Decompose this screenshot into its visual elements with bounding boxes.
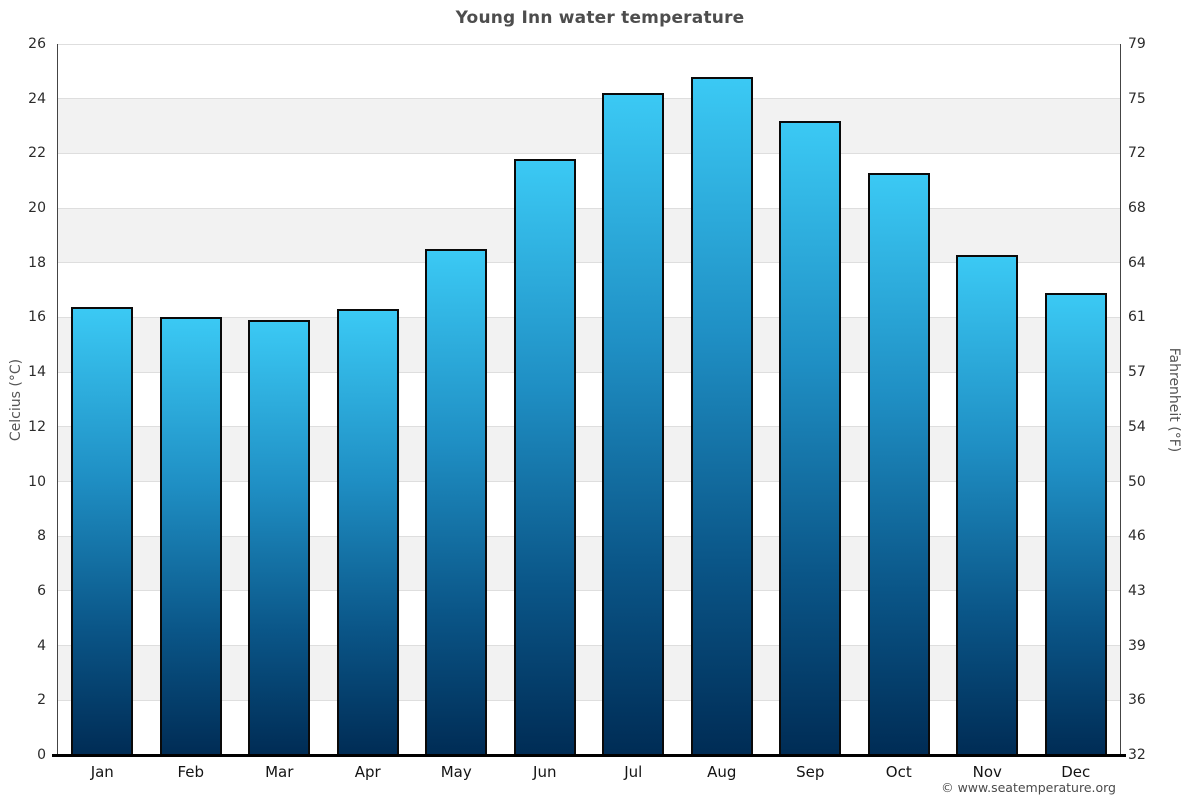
y-axis-left-tick-16: 16: [28, 309, 46, 326]
y-axis-left-tick-2: 2: [37, 692, 46, 709]
y-axis-left-tick-8: 8: [37, 528, 46, 545]
plot-band: [58, 536, 1120, 591]
gridline: [58, 426, 1120, 428]
gridline: [58, 98, 1120, 100]
plot-band: [58, 262, 1120, 318]
y-axis-right-tick-43: 43: [1128, 582, 1146, 599]
y-axis-right-tick-46: 46: [1128, 528, 1146, 545]
bar-dec[interactable]: [1044, 292, 1107, 755]
plot-band: [58, 44, 1120, 99]
x-tick-nov: Nov: [972, 763, 1002, 781]
plot-band: [58, 700, 1120, 755]
gridline: [58, 262, 1120, 264]
x-tick-may: May: [440, 763, 472, 781]
x-axis-line: [52, 753, 1126, 757]
y-axis-title-fahrenheit: Fahrenheit (°F): [1166, 347, 1182, 453]
plot-band: [58, 590, 1120, 646]
y-axis-left-tick-20: 20: [28, 200, 46, 217]
y-axis-right-tick-54: 54: [1128, 418, 1146, 435]
y-axis-right-tick-75: 75: [1128, 90, 1146, 107]
x-tick-aug: Aug: [707, 763, 737, 781]
y-axis-left-tick-10: 10: [28, 473, 46, 490]
y-axis-left-tick-24: 24: [28, 90, 46, 107]
y-axis-right-tick-39: 39: [1128, 637, 1146, 654]
plot-band: [58, 153, 1120, 209]
bar-aug[interactable]: [690, 76, 753, 755]
bar-mar[interactable]: [248, 320, 311, 755]
chart-title: Young Inn water temperature: [455, 8, 745, 28]
plot-band: [58, 208, 1120, 263]
bar-apr[interactable]: [336, 309, 399, 755]
y-axis-right-tick-32: 32: [1128, 747, 1146, 763]
y-axis-left-tick-0: 0: [37, 747, 46, 763]
bar-nov[interactable]: [956, 254, 1019, 755]
y-axis-right-tick-79: 79: [1128, 36, 1146, 52]
y-axis-left-tick-14: 14: [28, 364, 46, 381]
bar-sep[interactable]: [779, 120, 842, 755]
y-axis-right-spine: [1120, 44, 1121, 755]
gridline: [58, 535, 1120, 537]
y-axis-left-spine: [57, 44, 58, 755]
bar-jul[interactable]: [602, 93, 665, 755]
plot-band: [58, 98, 1120, 154]
x-tick-jul: Jul: [624, 763, 643, 781]
gridline: [58, 699, 1120, 701]
y-axis-right-tick-57: 57: [1128, 364, 1146, 381]
plot-band: [58, 426, 1120, 482]
x-tick-jun: Jun: [533, 763, 557, 781]
bar-jan[interactable]: [71, 306, 134, 755]
x-tick-jan: Jan: [90, 763, 114, 781]
y-axis-left-tick-6: 6: [37, 582, 46, 599]
y-axis-right-tick-61: 61: [1128, 309, 1146, 326]
x-tick-mar: Mar: [265, 763, 294, 781]
x-tick-feb: Feb: [177, 763, 205, 781]
y-axis-left-tick-26: 26: [28, 36, 46, 52]
bar-feb[interactable]: [159, 317, 222, 755]
gridline: [58, 43, 1120, 45]
y-axis-right-tick-50: 50: [1128, 473, 1146, 490]
gridline: [58, 207, 1120, 209]
y-axis-right-tick-72: 72: [1128, 145, 1146, 162]
x-tick-dec: Dec: [1061, 763, 1091, 781]
plot-band: [58, 372, 1120, 427]
gridline: [58, 152, 1120, 154]
x-tick-oct: Oct: [885, 763, 912, 781]
gridline: [58, 481, 1120, 483]
bar-may[interactable]: [425, 249, 488, 755]
plot-band: [58, 645, 1120, 701]
y-axis-right-tick-64: 64: [1128, 254, 1146, 271]
y-axis-right-tick-36: 36: [1128, 692, 1146, 709]
gridline: [58, 371, 1120, 373]
gridline: [58, 590, 1120, 592]
plot-band: [58, 317, 1120, 373]
x-tick-apr: Apr: [354, 763, 381, 781]
y-axis-left-tick-4: 4: [37, 637, 46, 654]
y-axis-left-tick-18: 18: [28, 254, 46, 271]
bar-oct[interactable]: [867, 172, 930, 755]
y-axis-left-tick-22: 22: [28, 145, 46, 162]
gridline: [58, 645, 1120, 647]
y-axis-left-tick-12: 12: [28, 418, 46, 435]
y-axis-right-tick-68: 68: [1128, 200, 1146, 217]
bar-jun[interactable]: [513, 158, 576, 755]
gridline: [58, 316, 1120, 318]
x-tick-sep: Sep: [796, 763, 825, 781]
copyright-link[interactable]: © www.seatemperature.org: [941, 780, 1116, 795]
plot-band: [58, 481, 1120, 537]
